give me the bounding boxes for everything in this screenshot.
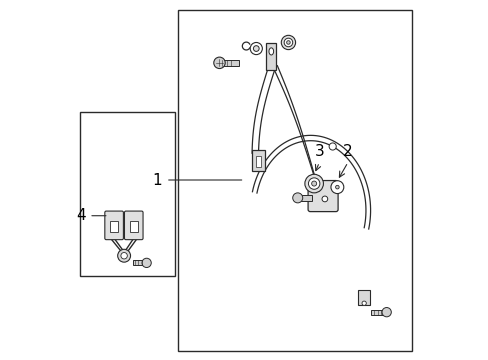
Bar xyxy=(130,221,138,232)
Circle shape xyxy=(253,46,259,51)
Text: 3: 3 xyxy=(314,144,324,158)
FancyBboxPatch shape xyxy=(104,211,123,240)
Circle shape xyxy=(311,181,316,186)
Circle shape xyxy=(328,143,336,150)
Bar xyxy=(297,195,311,201)
Bar xyxy=(178,10,411,351)
FancyBboxPatch shape xyxy=(124,211,143,240)
Bar xyxy=(266,43,276,70)
Circle shape xyxy=(361,301,366,305)
Circle shape xyxy=(330,181,343,194)
Text: 4: 4 xyxy=(76,208,85,223)
Circle shape xyxy=(335,185,339,189)
Circle shape xyxy=(381,307,390,317)
Bar xyxy=(110,221,118,232)
Bar xyxy=(255,156,260,167)
Text: 2: 2 xyxy=(343,144,352,158)
Circle shape xyxy=(322,196,327,202)
Bar xyxy=(358,290,369,305)
Bar xyxy=(251,150,264,171)
Circle shape xyxy=(286,41,290,44)
Bar xyxy=(370,310,386,315)
Circle shape xyxy=(292,193,302,203)
FancyBboxPatch shape xyxy=(307,180,337,212)
Circle shape xyxy=(213,57,225,68)
Bar xyxy=(219,60,239,66)
Circle shape xyxy=(250,42,262,55)
Bar xyxy=(133,260,146,265)
Circle shape xyxy=(142,258,151,267)
Circle shape xyxy=(121,252,127,259)
Bar xyxy=(80,112,175,276)
Circle shape xyxy=(284,38,292,47)
Circle shape xyxy=(118,249,130,262)
Ellipse shape xyxy=(268,48,273,55)
Circle shape xyxy=(304,174,323,193)
Text: 1: 1 xyxy=(152,172,162,188)
Circle shape xyxy=(308,178,319,189)
Circle shape xyxy=(281,35,295,50)
